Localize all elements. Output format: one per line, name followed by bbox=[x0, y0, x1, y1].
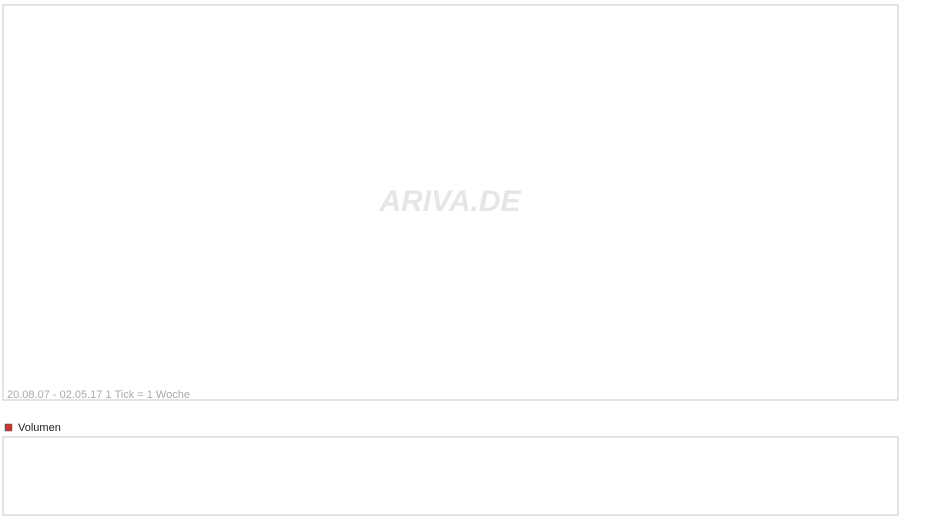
watermark: ARIVA.DE bbox=[378, 185, 521, 218]
legend-marker bbox=[4, 423, 13, 432]
legend-label: Volumen bbox=[18, 422, 61, 434]
price-plot-frame bbox=[2, 4, 899, 401]
volume-plot-frame bbox=[2, 436, 899, 516]
annotation: 20.08.07 - 02.05.17 1 Tick = 1 Woche bbox=[7, 389, 190, 401]
